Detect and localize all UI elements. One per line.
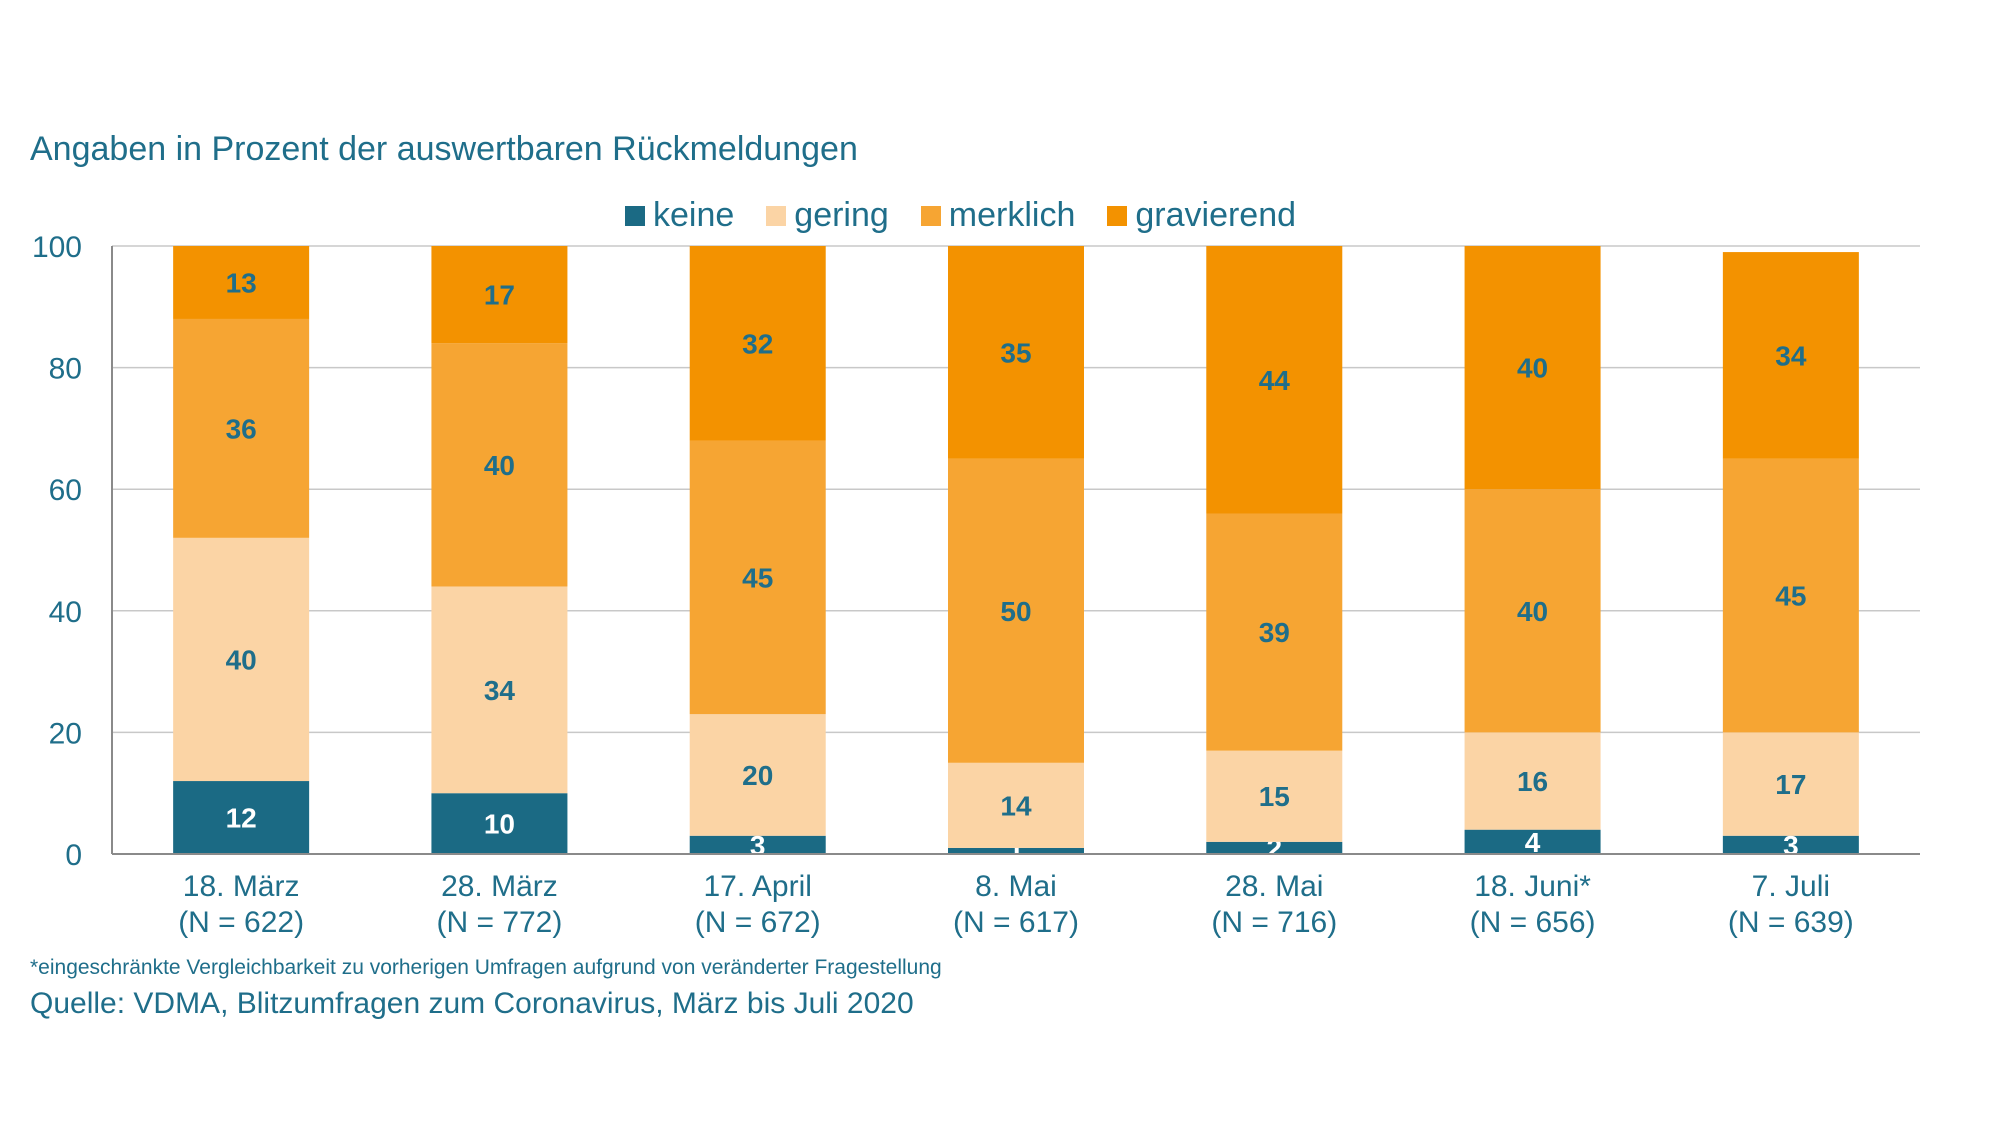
legend-swatch [625,205,645,226]
bar-segment-gravierend [1722,252,1859,459]
data-label: 13 [226,267,257,298]
data-label: 17 [1775,769,1806,800]
x-tick-label: (N = 716) [1211,906,1337,939]
legend-swatch [920,205,941,226]
data-label: 12 [226,803,257,834]
y-tick-label: 80 [49,353,82,386]
bar-segment-keine [948,847,1084,854]
data-label: 34 [1775,340,1807,371]
bar-segment-gravierend [948,246,1084,459]
data-label: 40 [484,450,515,481]
bar-segment-gering [948,762,1084,848]
x-tick-label: 8. Mai [975,870,1057,903]
bar-segment-keine [1722,835,1859,854]
y-tick-label: 0 [65,839,82,872]
legend-swatch [766,205,787,226]
y-tick-label: 20 [49,717,82,750]
data-label: 36 [226,413,257,444]
bar-segment-gravierend [1464,246,1601,490]
bar-segment-gering [1206,750,1343,842]
data-label: 50 [1000,596,1031,627]
bar-segment-gravierend [1206,246,1343,514]
y-tick-label: 40 [49,596,82,629]
bar-segment-gering [173,537,310,782]
bar-segment-merklich [948,458,1084,763]
legend-label: merklich [948,196,1076,234]
data-label: 14 [1000,790,1032,821]
data-label: 15 [1259,781,1290,812]
data-label: 35 [1000,337,1031,368]
bar-segment-keine [173,781,310,854]
bar-segment-gering [689,714,826,836]
y-tick-label: 100 [32,231,82,264]
data-label: 44 [1259,365,1291,396]
x-tick-label: 17. April [704,870,812,903]
chart-source: Quelle: VDMA, Blitzumfragen zum Coronavi… [30,987,914,1020]
bar-segment-keine [1206,841,1343,854]
chart-legend: keine gering merklich gravierend [625,196,1296,235]
bar-segment-merklich [1464,489,1601,733]
bar-segment-merklich [689,440,826,715]
legend-label: keine [653,196,735,234]
legend-swatch [1107,205,1128,226]
bar-segment-gering [1722,732,1859,836]
legend-item-gravierend: gravierend [1107,196,1296,235]
x-tick-label: (N = 617) [953,906,1079,939]
x-tick-label: (N = 672) [695,906,821,939]
bar-segment-merklich [431,343,568,587]
bar-segment-merklich [1206,513,1343,751]
x-tick-label: 28. März [441,870,558,903]
data-label: 16 [1517,766,1548,797]
x-tick-label: 18. Juni* [1474,870,1591,903]
x-tick-label: (N = 656) [1470,906,1596,939]
bar-segment-gering [1464,732,1601,830]
data-label: 32 [742,328,773,359]
x-tick-label: 18. März [183,870,300,903]
x-tick-label: (N = 639) [1728,906,1854,939]
data-label: 20 [742,760,773,791]
chart-subtitle: Angaben in Prozent der auswertbaren Rück… [30,130,858,168]
x-tick-label: (N = 772) [436,906,562,939]
data-label: 39 [1259,617,1290,648]
data-label: 10 [484,809,515,840]
bar-segment-keine [689,835,826,854]
legend-label: gravierend [1135,196,1297,234]
y-tick-label: 60 [49,474,82,507]
data-label: 40 [1517,596,1548,627]
legend-item-merklich: merklich [920,196,1076,235]
bar-segment-gravierend [173,246,310,319]
bar-segment-gering [431,586,568,794]
bar-segment-keine [1464,829,1601,854]
x-tick-label: 28. Mai [1225,870,1323,903]
bar-segment-merklich [1722,458,1859,733]
data-label: 45 [742,562,773,593]
data-label: 4 [1525,827,1541,858]
data-label: 40 [1517,353,1548,384]
chart-footnote: *eingeschränkte Vergleichbarkeit zu vorh… [30,956,942,979]
data-label: 40 [226,644,257,675]
legend-item-keine: keine [625,196,734,235]
legend-label: gering [794,196,889,234]
bar-segment-merklich [173,318,310,538]
data-label: 34 [484,675,516,706]
x-tick-label: (N = 622) [178,906,304,939]
bar-segment-gravierend [689,246,826,441]
bar-segment-keine [431,793,568,854]
legend-item-gering: gering [766,196,889,235]
x-tick-label: 7. Juli [1752,870,1830,903]
data-label: 45 [1775,581,1806,612]
bar-segment-gravierend [431,246,568,344]
data-label: 17 [484,280,515,311]
